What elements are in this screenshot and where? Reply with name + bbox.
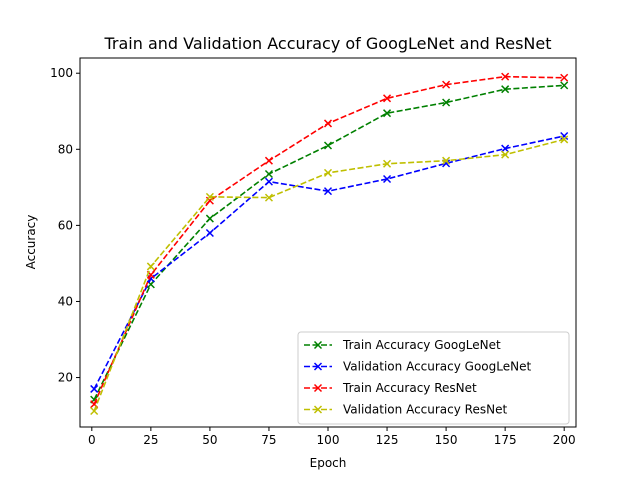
- data-point-marker: [323, 141, 333, 150]
- data-point-marker: [501, 144, 510, 153]
- legend-label-1: Validation Accuracy GoogLeNet: [343, 360, 531, 374]
- data-point-marker: [383, 94, 392, 103]
- data-point-marker: [146, 262, 155, 271]
- legend-label-0: Train Accuracy GoogLeNet: [342, 338, 501, 352]
- series-line-0: [93, 84, 565, 400]
- x-tick-label: 175: [494, 433, 517, 447]
- x-tick-label: 200: [553, 433, 576, 447]
- x-tick-label: 25: [143, 433, 158, 447]
- data-point-marker: [383, 174, 392, 184]
- data-point-marker: [560, 81, 569, 90]
- data-point-marker: [264, 156, 273, 165]
- data-point-marker: [501, 150, 510, 159]
- legend-marker-2: [313, 383, 323, 393]
- y-tick-label: 100: [50, 66, 73, 80]
- data-point-marker: [205, 214, 214, 223]
- x-tick-label: 125: [376, 433, 399, 447]
- data-point-marker: [560, 135, 569, 144]
- data-point-marker: [90, 406, 99, 416]
- legend-marker-3: [313, 405, 323, 414]
- x-axis-ticks: 0 25 50 75 100 125 150 175 200: [88, 427, 576, 447]
- data-point-marker: [264, 193, 273, 202]
- x-tick-label: 100: [317, 433, 340, 447]
- data-point-marker: [90, 384, 99, 393]
- data-point-marker: [560, 131, 569, 141]
- y-tick-label: 80: [58, 142, 73, 156]
- data-point-marker: [383, 159, 392, 168]
- data-point-marker: [264, 177, 273, 186]
- data-point-marker: [264, 169, 273, 179]
- data-point-marker: [442, 156, 451, 165]
- y-axis-ticks: 20 40 60 80 100: [50, 66, 80, 385]
- x-tick-label: 75: [261, 433, 276, 447]
- x-tick-label: 50: [202, 433, 217, 447]
- y-tick-label: 20: [58, 371, 73, 385]
- data-point-marker: [442, 98, 451, 107]
- y-tick-label: 40: [58, 294, 73, 308]
- data-point-marker: [383, 109, 392, 118]
- plot-area: [90, 72, 569, 416]
- legend-marker-1: [313, 362, 323, 371]
- legend: Train Accuracy GoogLeNet Validation Accur…: [297, 331, 570, 425]
- data-point-marker: [442, 80, 451, 89]
- data-point-marker: [501, 72, 510, 81]
- y-axis-label: Accuracy: [24, 215, 38, 270]
- x-tick-label: 150: [435, 433, 458, 447]
- data-point-marker: [323, 119, 333, 128]
- legend-label-2: Train Accuracy ResNet: [342, 381, 477, 395]
- legend-label-3: Validation Accuracy ResNet: [343, 403, 507, 417]
- data-point-marker: [205, 228, 214, 238]
- x-tick-label: 0: [88, 433, 96, 447]
- data-point-marker: [501, 85, 510, 94]
- data-point-marker: [323, 187, 333, 196]
- data-point-marker: [560, 73, 569, 82]
- chart-title: Train and Validation Accuracy of GoogLeN…: [103, 34, 551, 53]
- x-axis-label: Epoch: [310, 456, 347, 470]
- legend-marker-0: [313, 340, 323, 350]
- y-tick-label: 60: [58, 218, 73, 232]
- legend-box: [297, 331, 570, 425]
- data-point-marker: [205, 192, 214, 201]
- data-point-marker: [323, 168, 333, 177]
